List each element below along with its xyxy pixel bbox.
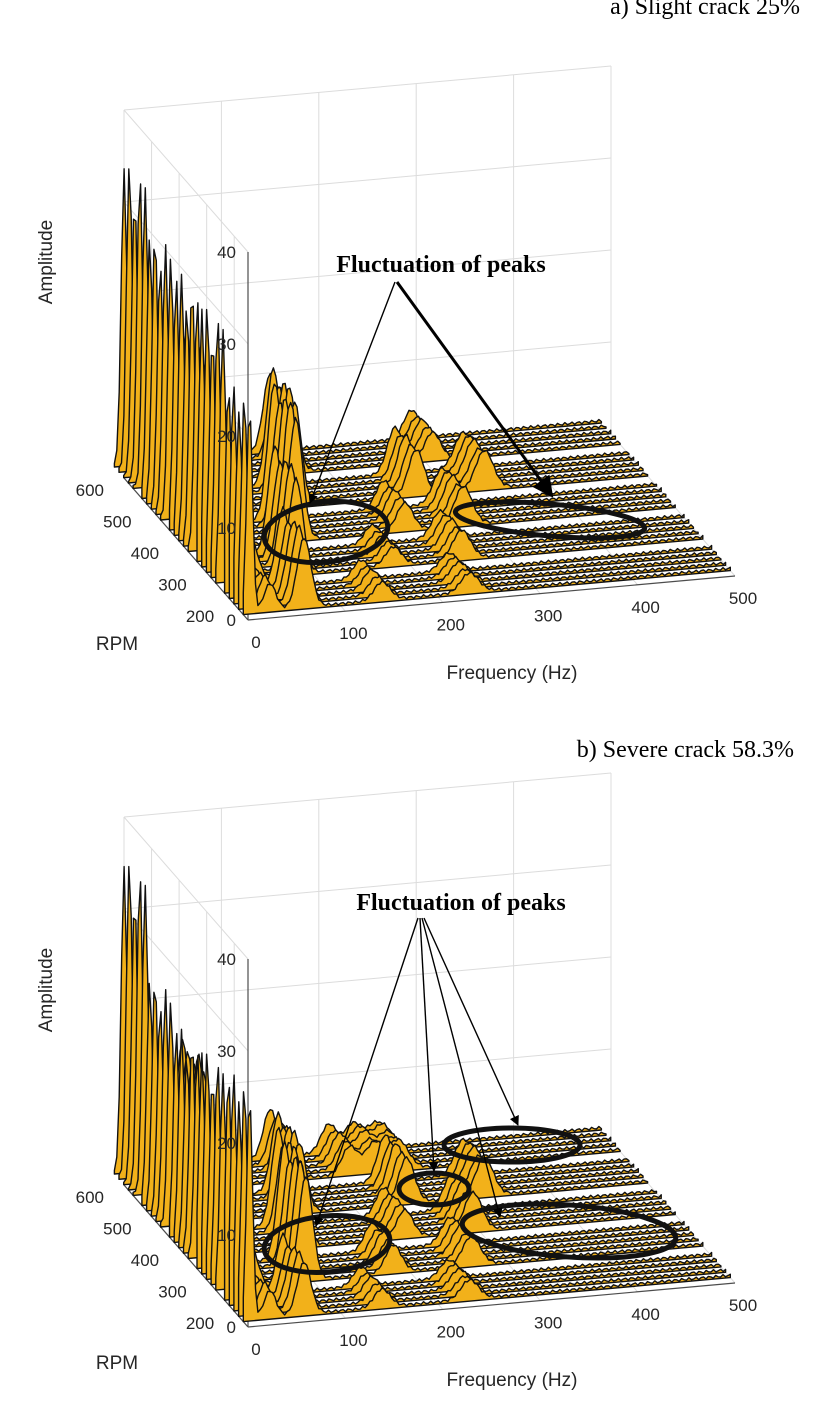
y-tick-label: 600: [76, 481, 104, 500]
y-tick-label: 200: [186, 1314, 214, 1333]
z-tick-label: 10: [217, 519, 236, 538]
gridline: [123, 249, 612, 295]
gridline: [123, 956, 612, 1002]
spectrum-trace: [210, 1066, 699, 1286]
panel-title: b) Severe crack 58.3%: [577, 737, 794, 763]
x-tick-label: 400: [631, 598, 659, 617]
x-axis-line: [247, 1282, 736, 1328]
highlight-ellipse: [396, 1170, 472, 1208]
y-tick-label: 400: [131, 1251, 159, 1270]
x-tick-label: 0: [251, 1340, 260, 1359]
y-tick-label: 600: [76, 1188, 104, 1207]
spectrum-trace: [242, 420, 731, 616]
x-tick-label: 300: [534, 1314, 562, 1333]
z-tick-label: 0: [227, 611, 236, 630]
y-tick-label: 300: [158, 1283, 186, 1302]
annotation-text: Fluctuation of peaks: [356, 890, 565, 916]
annotation-arrow: [419, 917, 439, 1172]
x-tick-label: 400: [631, 1305, 659, 1324]
annotation-text: Fluctuation of peaks: [336, 252, 545, 278]
z-tick-label: 0: [227, 1318, 236, 1337]
z-tick-label: 20: [217, 427, 236, 446]
annotation-arrow: [314, 917, 419, 1227]
gridline: [123, 864, 612, 910]
gridline: [123, 157, 612, 203]
annotation-arrow: [421, 917, 503, 1218]
z-axis-label: Amplitude: [36, 948, 57, 1033]
y-tick-label: 500: [103, 513, 131, 532]
highlight-ellipse: [261, 1213, 393, 1275]
z-tick-label: 10: [217, 1226, 236, 1245]
y-axis-line: [123, 1184, 249, 1328]
x-axis-label: Frequency (Hz): [447, 663, 578, 684]
spectrum-trace: [205, 354, 695, 574]
annotation-group: Fluctuation of peaks: [261, 890, 679, 1275]
x-axis-line: [247, 575, 736, 621]
highlight-ellipse: [452, 499, 648, 541]
annotation-arrow: [395, 281, 554, 498]
y-axis-label: RPM: [96, 634, 138, 655]
spectrum-trace: [205, 1093, 695, 1281]
x-tick-label: 200: [437, 1322, 465, 1341]
spectrum-trace: [242, 1110, 731, 1323]
x-tick-label: 500: [729, 589, 757, 608]
spectrum-trace: [215, 1073, 704, 1291]
highlight-ellipse: [459, 1201, 679, 1261]
y-axis-label: RPM: [96, 1353, 138, 1374]
z-tick-label: 40: [217, 243, 236, 262]
annotation-group: Fluctuation of peaks: [261, 252, 648, 566]
annotation-arrow: [423, 917, 519, 1126]
y-tick-label: 400: [131, 544, 159, 563]
x-tick-label: 0: [251, 633, 260, 652]
y-axis-line: [123, 477, 249, 621]
spectrum-trace: [196, 1052, 685, 1270]
panel-a-slight-crack: a) Slight crack 25% 0 100 200 300 400 5002003…: [36, 0, 800, 684]
x-axis-label: Frequency (Hz): [447, 1370, 578, 1391]
x-tick-label: 300: [534, 607, 562, 626]
panel-b-severe-crack: b) Severe crack 58.3% 0 100 200 300 400 50020…: [36, 737, 794, 1391]
gridline: [123, 772, 612, 818]
z-tick-label: 20: [217, 1134, 236, 1153]
spectrum-trace: [196, 308, 685, 563]
spectrum-trace: [201, 308, 690, 568]
gridline: [123, 65, 612, 111]
z-tick-label: 30: [217, 1042, 236, 1061]
highlight-ellipse: [261, 498, 391, 566]
x-tick-label: 500: [729, 1296, 757, 1315]
gridline: [123, 109, 249, 253]
spectrum-trace: [215, 328, 704, 584]
y-tick-label: 300: [158, 576, 186, 595]
spectrum-trace: [201, 1053, 690, 1275]
spectrum-trace: [237, 1091, 727, 1317]
panel-title: a) Slight crack 25%: [610, 0, 800, 20]
y-tick-label: 200: [186, 607, 214, 626]
z-axis-label: Amplitude: [36, 220, 57, 305]
highlight-ellipse: [441, 1125, 583, 1165]
gridline: [123, 816, 249, 960]
x-tick-label: 100: [339, 1331, 367, 1350]
z-tick-label: 30: [217, 335, 236, 354]
x-tick-label: 200: [437, 615, 465, 634]
z-tick-label: 40: [217, 950, 236, 969]
x-tick-label: 100: [339, 624, 367, 643]
y-tick-label: 500: [103, 1220, 131, 1239]
annotation-arrow: [308, 281, 396, 504]
